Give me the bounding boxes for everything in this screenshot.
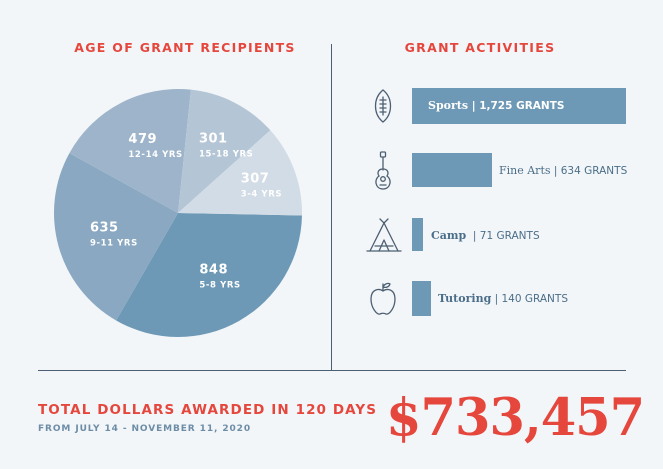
value-label: 71 GRANTS	[479, 230, 540, 242]
pie-slice-5-8-yrs	[116, 213, 302, 337]
football-icon	[374, 89, 392, 123]
pie-value-label: 479	[128, 132, 157, 147]
bar-label-sports: Sports | 1,725 GRANTS	[428, 99, 565, 112]
pie-category-label: 5-8 YRS	[199, 281, 240, 291]
pie-value-label: 848	[199, 263, 228, 278]
pie-slice-3-4-yrs	[178, 130, 302, 216]
total-amount: $733,457	[386, 388, 645, 448]
pie-value-label: 307	[241, 172, 270, 187]
pie-category-label: 3-4 YRS	[241, 190, 282, 200]
pie-value-label: 301	[199, 132, 228, 147]
pie-value-label: 635	[90, 221, 119, 236]
pie-slice-9-11-yrs	[54, 153, 179, 321]
apple-icon	[370, 282, 396, 315]
bar-fine-arts	[412, 153, 492, 187]
bar-camp	[412, 218, 423, 251]
bar-sports	[412, 88, 626, 124]
pie-chart-title: AGE OF GRANT RECIPIENTS	[74, 40, 296, 55]
total-title: TOTAL DOLLARS AWARDED IN 120 DAYS	[38, 402, 378, 418]
horizontal-divider	[38, 370, 626, 371]
bar-label-tutoring: Tutoring | 140 GRANTS	[438, 292, 568, 305]
tent-icon	[366, 218, 402, 252]
category-label: Fine Arts	[499, 164, 551, 177]
bar-label-camp: Camp | 71 GRANTS	[431, 229, 540, 242]
value-label: 634 GRANTS	[560, 165, 628, 177]
pie-category-label: 15-18 YRS	[199, 150, 253, 160]
bar-tutoring	[412, 281, 431, 316]
category-label: Camp	[431, 229, 467, 242]
pie-category-label: 9-11 YRS	[90, 239, 138, 249]
value-label: 1,725 GRANTS	[479, 100, 565, 112]
category-label: Sports	[428, 99, 469, 112]
category-label: Tutoring	[438, 292, 492, 305]
bar-label-fine-arts: Fine Arts | 634 GRANTS	[499, 164, 628, 177]
pie-slice-12-14-yrs	[69, 89, 191, 213]
guitar-icon	[375, 151, 391, 190]
pie-category-label: 12-14 YRS	[128, 150, 182, 160]
activities-chart-title: GRANT ACTIVITIES	[404, 40, 556, 55]
vertical-divider	[331, 44, 332, 370]
value-label: 140 GRANTS	[501, 293, 568, 305]
total-date-range: FROM JULY 14 - NOVEMBER 11, 2020	[38, 424, 251, 434]
pie-slice-15-18-yrs	[178, 89, 271, 213]
